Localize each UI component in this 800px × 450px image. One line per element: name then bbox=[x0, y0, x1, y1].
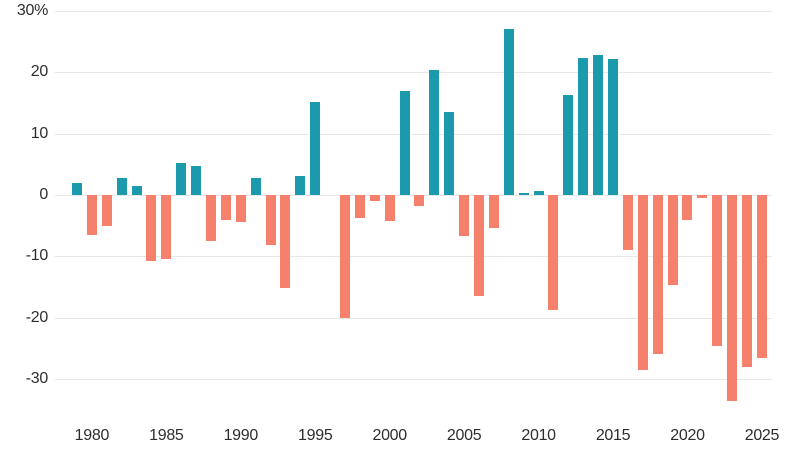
bar-2022 bbox=[712, 195, 723, 346]
x-tick-label-2015: 2015 bbox=[595, 427, 631, 444]
y-tick-label-30: 30% bbox=[16, 2, 48, 19]
bar-2025 bbox=[756, 195, 767, 359]
bar-1985 bbox=[161, 195, 172, 260]
bar-2008 bbox=[503, 28, 514, 195]
gridline--10 bbox=[55, 256, 772, 258]
bar-1990 bbox=[235, 195, 246, 222]
bar-2015 bbox=[608, 59, 619, 195]
x-tick-label-1995: 1995 bbox=[298, 427, 333, 444]
bar-2012 bbox=[563, 95, 574, 195]
bar-1991 bbox=[250, 178, 261, 195]
y-tick-label-0: 0 bbox=[39, 186, 48, 203]
y-tick-label-20: 20 bbox=[30, 63, 49, 81]
bar-2000 bbox=[384, 195, 395, 221]
bar-2016 bbox=[622, 195, 633, 250]
bar-2006 bbox=[474, 195, 485, 297]
bar-2002 bbox=[414, 195, 425, 207]
bar-1986 bbox=[176, 163, 187, 195]
bar-1989 bbox=[220, 195, 231, 221]
bar-1981 bbox=[101, 195, 112, 227]
bar-2013 bbox=[578, 57, 589, 195]
bar-2021 bbox=[697, 195, 708, 199]
bar-2019 bbox=[667, 195, 678, 286]
y-tick-label--30: -30 bbox=[25, 369, 49, 387]
x-tick-label-2020: 2020 bbox=[670, 427, 705, 444]
y-tick-label-10: 10 bbox=[30, 124, 49, 142]
gridline-0 bbox=[55, 195, 772, 196]
x-tick-label-2025: 2025 bbox=[744, 427, 780, 444]
bar-2020 bbox=[682, 195, 693, 220]
bar-2011 bbox=[548, 195, 559, 311]
bar-1980 bbox=[86, 195, 97, 236]
bar-1987 bbox=[191, 165, 202, 195]
x-tick-label-2010: 2010 bbox=[521, 427, 556, 444]
x-tick-label-2000: 2000 bbox=[372, 427, 407, 444]
bar-2009 bbox=[518, 192, 529, 195]
bar-1982 bbox=[116, 178, 127, 195]
gridline-20 bbox=[55, 72, 772, 74]
gridline--30 bbox=[55, 378, 772, 380]
bar-2004 bbox=[444, 111, 455, 195]
bar-1992 bbox=[265, 195, 276, 245]
y-tick-label--10: -10 bbox=[25, 247, 49, 265]
x-tick-label-1985: 1985 bbox=[149, 427, 184, 444]
bar-2003 bbox=[429, 69, 440, 195]
bar-1999 bbox=[369, 195, 380, 202]
bar-2024 bbox=[742, 195, 753, 368]
bar-1998 bbox=[354, 195, 365, 218]
bar-2014 bbox=[593, 54, 604, 195]
bar-1988 bbox=[206, 195, 216, 241]
gridline-30 bbox=[55, 11, 772, 12]
x-tick-label-2005: 2005 bbox=[446, 427, 482, 444]
bar-2023 bbox=[727, 195, 738, 402]
bar-2005 bbox=[459, 195, 470, 237]
gridline-10 bbox=[55, 133, 772, 135]
bar-1984 bbox=[146, 195, 157, 261]
gridline--20 bbox=[55, 317, 772, 319]
bar-1997 bbox=[340, 195, 351, 319]
bar-2001 bbox=[399, 91, 410, 195]
bar-2010 bbox=[533, 191, 544, 195]
bar-2017 bbox=[637, 195, 648, 370]
bar-2007 bbox=[488, 195, 499, 229]
x-tick-label-1980: 1980 bbox=[74, 427, 110, 444]
x-tick-label-1990: 1990 bbox=[223, 427, 259, 444]
bar-2018 bbox=[652, 195, 663, 354]
bar-1995 bbox=[310, 102, 321, 195]
bar-1983 bbox=[131, 186, 142, 195]
bar-1979 bbox=[72, 182, 82, 195]
bar-1994 bbox=[295, 175, 306, 195]
bar-1993 bbox=[280, 195, 291, 289]
y-tick-label--20: -20 bbox=[25, 308, 49, 326]
